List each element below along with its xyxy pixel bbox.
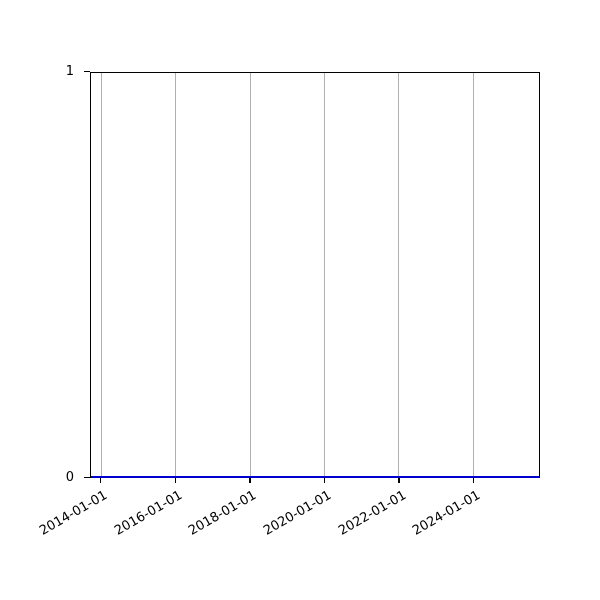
x-tick-label: 2022-01-01 [335,488,409,539]
x-gridline [249,73,251,477]
x-gridline [472,73,474,477]
x-tick-label: 2014-01-01 [37,488,111,539]
x-tick-mark [249,478,251,483]
series-line [91,475,539,478]
x-tick-label: 2018-01-01 [186,488,260,539]
y-tick-mark [84,476,90,478]
x-tick-mark [99,478,102,483]
x-tick-mark [472,478,475,483]
x-tick-label: 2024-01-01 [410,488,484,539]
x-tick-mark [323,478,326,483]
y-tick-mark [84,70,90,72]
y-tick-label: 1 [65,64,74,79]
x-tick-label: 2016-01-01 [111,488,185,539]
plot-area [90,72,540,478]
x-tick-mark [174,478,177,483]
y-tick-label: 0 [65,470,74,485]
x-gridline [175,73,177,477]
x-tick-label: 2020-01-01 [261,488,334,539]
x-gridline [101,73,103,477]
x-gridline [323,73,325,477]
x-gridline [398,73,400,477]
x-tick-mark [398,478,400,483]
